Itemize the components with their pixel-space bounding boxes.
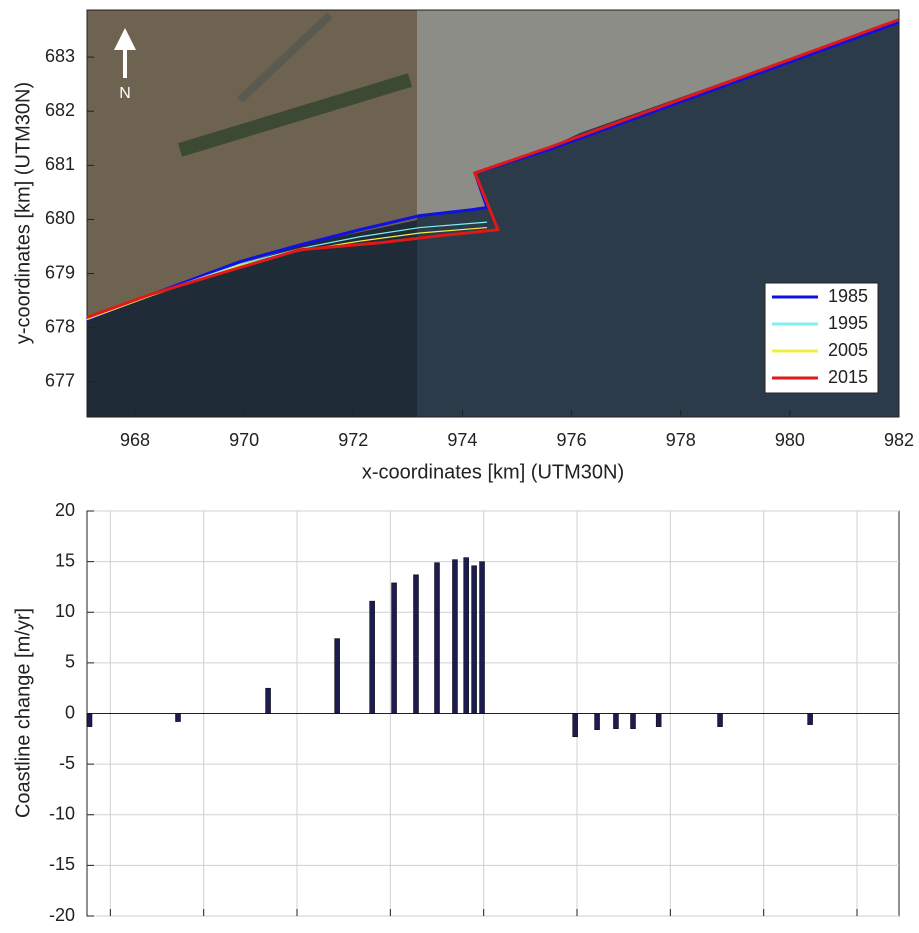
y-tick-label: 20 <box>55 500 75 520</box>
y-axis-label: y-coordinates [km] (UTM30N) <box>12 82 34 344</box>
x-tick-label: 974 <box>447 430 477 450</box>
bar <box>265 687 271 714</box>
axes-frame <box>86 9 900 418</box>
y-tick-label: 680 <box>45 208 75 228</box>
y-tick-label: -5 <box>59 753 75 773</box>
y-tick-label: 0 <box>65 702 75 722</box>
y-tick-label: 677 <box>45 371 75 391</box>
bar <box>479 561 485 714</box>
bar <box>452 559 458 714</box>
x-tick-label: 976 <box>557 430 587 450</box>
y-tick-label: 678 <box>45 316 75 336</box>
bar <box>594 713 600 730</box>
y-tick-label: 681 <box>45 154 75 174</box>
bar <box>572 713 578 738</box>
bar <box>413 574 419 714</box>
y-tick-label: 15 <box>55 550 75 570</box>
x-tick-label: 982 <box>884 430 914 450</box>
y-tick-label: 679 <box>45 262 75 282</box>
bar <box>717 713 723 727</box>
bar <box>434 562 440 714</box>
bar <box>613 713 619 729</box>
bar <box>471 565 477 714</box>
bar <box>630 713 636 729</box>
y-tick-label: 10 <box>55 601 75 621</box>
bar <box>334 638 340 714</box>
legend-label: 1985 <box>828 286 868 306</box>
y-tick-label: -15 <box>49 854 75 874</box>
legend-label: 2015 <box>828 367 868 387</box>
coastline <box>86 18 899 319</box>
legend-label: 2005 <box>828 340 868 360</box>
bar <box>175 713 181 722</box>
satellite-background <box>87 10 899 417</box>
x-axis-label: x-coordinates [km] (UTM30N) <box>362 461 624 483</box>
x-tick-label: 972 <box>338 430 368 450</box>
x-tick-label: 980 <box>775 430 805 450</box>
bar <box>391 582 397 714</box>
x-tick-label: 978 <box>666 430 696 450</box>
bar <box>655 713 662 727</box>
bar <box>463 557 469 714</box>
x-tick-label: 968 <box>120 430 150 450</box>
bar <box>807 713 813 725</box>
y-tick-label: 683 <box>45 46 75 66</box>
x-tick-label: 970 <box>229 430 259 450</box>
legend-label: 1995 <box>828 313 868 333</box>
y-tick-label: 5 <box>65 652 75 672</box>
legend-box <box>764 282 879 394</box>
north-arrow: N <box>114 28 136 102</box>
y-tick-label: 682 <box>45 100 75 120</box>
y-tick-label: -20 <box>49 905 75 925</box>
bar <box>369 600 375 714</box>
north-label: N <box>119 85 131 102</box>
y-tick-label: -10 <box>49 804 75 824</box>
bar <box>86 713 93 727</box>
y-axis-label: Coastline change [m/yr] <box>12 608 34 818</box>
